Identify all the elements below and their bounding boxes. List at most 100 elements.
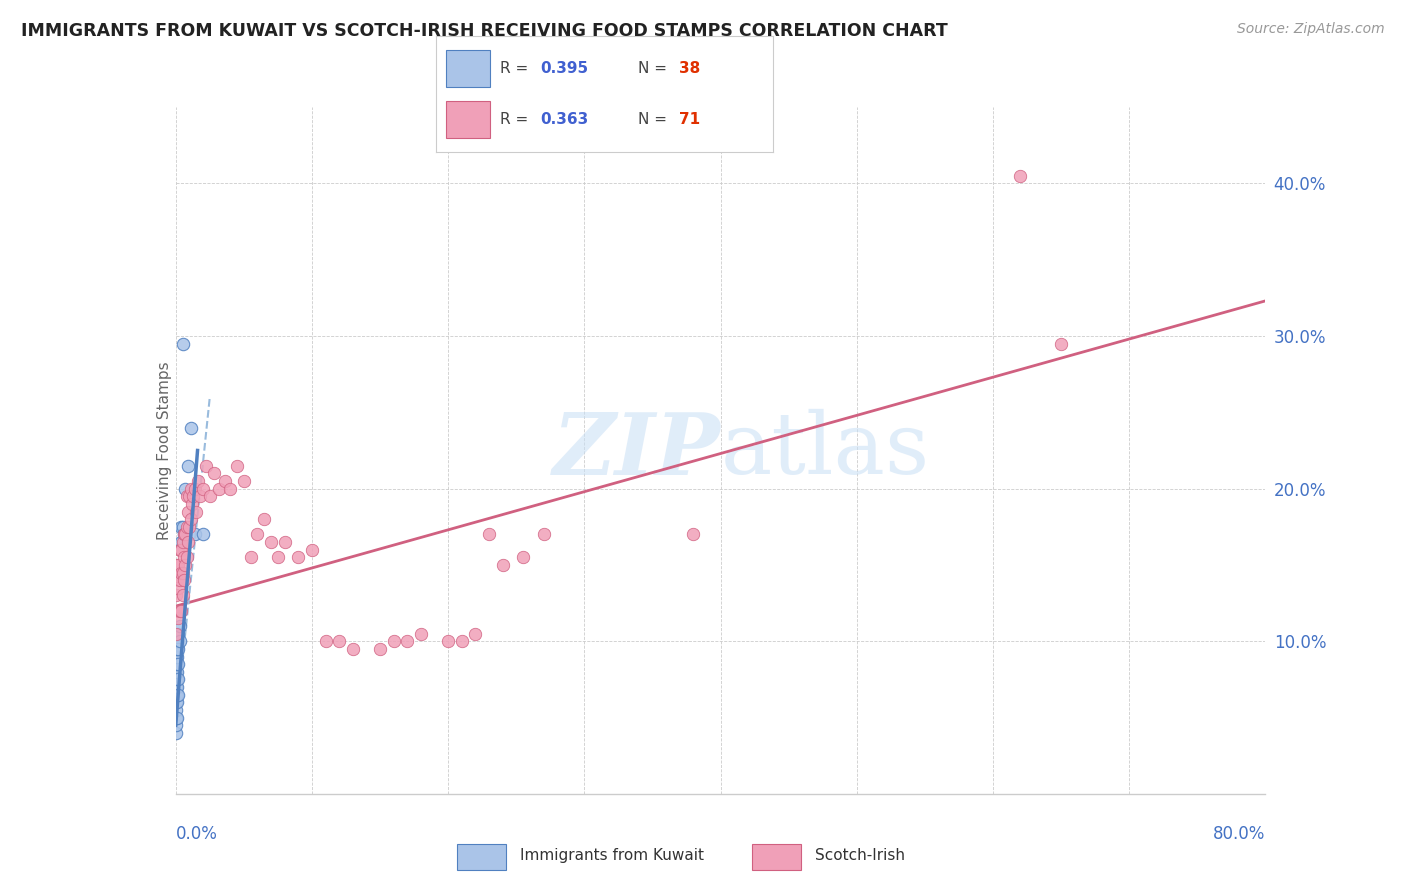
Text: R =: R = xyxy=(501,61,533,76)
Point xyxy=(176,489,198,503)
Point xyxy=(170,542,193,557)
Point xyxy=(287,550,309,565)
Point xyxy=(191,482,214,496)
Point xyxy=(176,550,198,565)
Point xyxy=(179,520,201,534)
Point xyxy=(166,665,188,679)
Text: R =: R = xyxy=(501,112,533,127)
Point xyxy=(301,542,323,557)
Point xyxy=(167,626,190,640)
Point xyxy=(165,695,187,709)
Point xyxy=(260,535,283,549)
Point xyxy=(170,520,193,534)
Point xyxy=(169,573,191,587)
Point xyxy=(208,482,231,496)
Point xyxy=(172,589,194,603)
Point xyxy=(172,336,194,351)
Point xyxy=(464,626,486,640)
Point xyxy=(328,634,350,648)
Point xyxy=(202,467,225,481)
FancyBboxPatch shape xyxy=(446,50,489,87)
Text: IMMIGRANTS FROM KUWAIT VS SCOTCH-IRISH RECEIVING FOOD STAMPS CORRELATION CHART: IMMIGRANTS FROM KUWAIT VS SCOTCH-IRISH R… xyxy=(21,22,948,40)
Point xyxy=(246,527,269,541)
Point xyxy=(165,657,187,672)
Point xyxy=(165,718,187,732)
Point xyxy=(226,458,249,473)
Point xyxy=(478,527,501,541)
Point xyxy=(174,527,197,541)
Point xyxy=(167,611,190,625)
Point xyxy=(219,482,242,496)
Point xyxy=(170,566,193,580)
Point xyxy=(173,527,195,541)
Point xyxy=(166,680,188,694)
Text: Immigrants from Kuwait: Immigrants from Kuwait xyxy=(520,848,704,863)
Point xyxy=(274,535,297,549)
Y-axis label: Receiving Food Stamps: Receiving Food Stamps xyxy=(157,361,172,540)
Point xyxy=(166,649,188,664)
Point xyxy=(184,527,207,541)
Point xyxy=(1050,336,1073,351)
Point xyxy=(180,512,202,526)
Point xyxy=(533,527,555,541)
Point xyxy=(437,634,460,648)
Text: atlas: atlas xyxy=(721,409,929,492)
Text: 38: 38 xyxy=(679,61,700,76)
Point xyxy=(173,573,195,587)
Point xyxy=(166,641,188,656)
Point xyxy=(172,520,194,534)
Point xyxy=(165,680,187,694)
Point xyxy=(194,458,217,473)
Point xyxy=(165,710,187,724)
Text: N =: N = xyxy=(638,61,672,76)
Text: 80.0%: 80.0% xyxy=(1213,825,1265,843)
Point xyxy=(184,482,207,496)
Point xyxy=(165,726,187,740)
Text: 0.363: 0.363 xyxy=(540,112,589,127)
Point xyxy=(183,489,205,503)
Point xyxy=(169,634,191,648)
Text: ZIP: ZIP xyxy=(553,409,721,492)
Point xyxy=(174,558,197,572)
Point xyxy=(492,558,515,572)
Point xyxy=(173,550,195,565)
Point xyxy=(165,626,187,640)
Point xyxy=(170,535,193,549)
Point xyxy=(167,688,190,702)
Text: 71: 71 xyxy=(679,112,700,127)
Point xyxy=(166,558,188,572)
Point xyxy=(172,535,194,549)
FancyBboxPatch shape xyxy=(752,844,801,870)
Point xyxy=(166,604,188,618)
Point xyxy=(186,504,208,518)
Point xyxy=(682,527,704,541)
Point xyxy=(167,673,190,687)
Point xyxy=(165,589,187,603)
Point xyxy=(166,634,188,648)
Text: 0.395: 0.395 xyxy=(540,61,589,76)
Point xyxy=(167,641,190,656)
Point xyxy=(166,710,188,724)
Point xyxy=(368,641,391,656)
Point xyxy=(181,497,204,511)
Text: Source: ZipAtlas.com: Source: ZipAtlas.com xyxy=(1237,22,1385,37)
Point xyxy=(180,420,202,434)
Point xyxy=(172,566,194,580)
Point xyxy=(396,634,419,648)
Text: Scotch-Irish: Scotch-Irish xyxy=(815,848,905,863)
Point xyxy=(165,688,187,702)
Point xyxy=(177,535,200,549)
Text: 0.0%: 0.0% xyxy=(176,825,218,843)
Point xyxy=(1010,169,1032,183)
Point xyxy=(232,474,254,488)
Point xyxy=(176,520,198,534)
Point xyxy=(165,673,187,687)
Point xyxy=(166,695,188,709)
Point xyxy=(342,641,364,656)
Point xyxy=(253,512,276,526)
Point xyxy=(166,673,188,687)
Point xyxy=(214,474,236,488)
Text: N =: N = xyxy=(638,112,672,127)
Point xyxy=(170,604,193,618)
Point xyxy=(409,626,432,640)
